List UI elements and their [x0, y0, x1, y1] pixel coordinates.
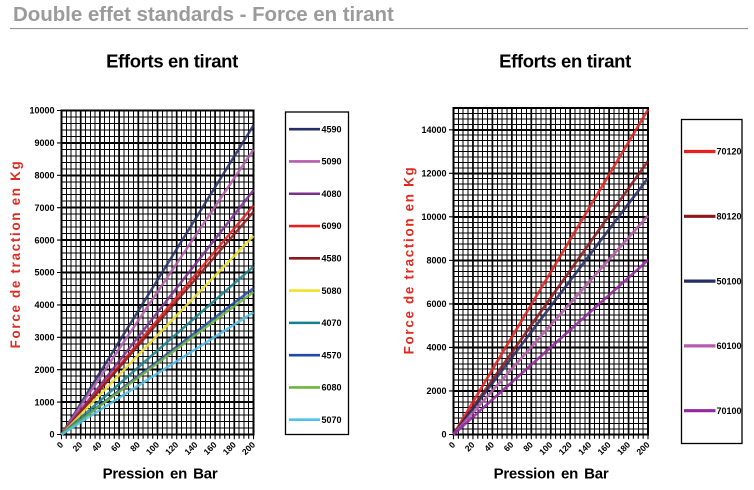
svg-text:20: 20	[70, 440, 84, 454]
svg-text:5080: 5080	[322, 286, 342, 296]
svg-text:120: 120	[163, 440, 180, 457]
svg-text:Efforts en tirant: Efforts en tirant	[106, 51, 238, 72]
svg-text:50100: 50100	[717, 276, 742, 286]
svg-text:160: 160	[596, 440, 613, 457]
svg-text:4000: 4000	[34, 300, 54, 310]
svg-text:80: 80	[128, 440, 142, 454]
svg-text:0: 0	[49, 430, 54, 440]
svg-text:0: 0	[447, 440, 458, 451]
svg-text:8000: 8000	[34, 171, 54, 181]
svg-text:6080: 6080	[322, 383, 342, 393]
svg-text:200: 200	[240, 440, 257, 457]
svg-text:10000: 10000	[421, 212, 446, 222]
svg-text:5070: 5070	[322, 415, 342, 425]
svg-text:2000: 2000	[34, 365, 54, 375]
svg-text:Force de traction en Kg: Force de traction en Kg	[402, 166, 417, 355]
svg-text:120: 120	[557, 440, 574, 457]
svg-text:8000: 8000	[426, 256, 446, 266]
svg-text:2000: 2000	[426, 386, 446, 396]
svg-text:3000: 3000	[34, 333, 54, 343]
svg-text:6000: 6000	[426, 299, 446, 309]
svg-text:80: 80	[521, 440, 535, 454]
svg-text:4590: 4590	[322, 124, 342, 134]
svg-text:60: 60	[502, 440, 516, 454]
svg-text:4580: 4580	[322, 254, 342, 264]
svg-text:14000: 14000	[421, 125, 446, 135]
svg-text:10000: 10000	[29, 106, 54, 116]
svg-text:Double effet standards - Force: Double effet standards - Force en tirant	[13, 3, 394, 26]
svg-text:140: 140	[576, 440, 593, 457]
svg-text:160: 160	[202, 440, 219, 457]
svg-text:40: 40	[482, 440, 496, 454]
svg-text:6090: 6090	[322, 221, 342, 231]
svg-text:180: 180	[221, 440, 238, 457]
svg-text:60: 60	[109, 440, 123, 454]
svg-text:20: 20	[463, 440, 477, 454]
svg-text:70120: 70120	[717, 147, 742, 157]
svg-text:6000: 6000	[34, 235, 54, 245]
svg-text:Pression en Bar: Pression en Bar	[494, 466, 609, 483]
svg-text:180: 180	[615, 440, 632, 457]
svg-text:12000: 12000	[421, 169, 446, 179]
svg-text:5090: 5090	[322, 157, 342, 167]
svg-text:4080: 4080	[322, 189, 342, 199]
svg-text:Efforts en tirant: Efforts en tirant	[499, 51, 631, 72]
svg-text:7000: 7000	[34, 203, 54, 213]
svg-text:1000: 1000	[34, 397, 54, 407]
svg-text:100: 100	[537, 440, 554, 457]
svg-text:60100: 60100	[717, 341, 742, 351]
svg-text:4000: 4000	[426, 343, 446, 353]
svg-text:100: 100	[144, 440, 161, 457]
svg-text:5000: 5000	[34, 268, 54, 278]
svg-text:0: 0	[441, 430, 446, 440]
svg-text:4070: 4070	[322, 318, 342, 328]
svg-text:200: 200	[634, 440, 651, 457]
svg-text:4570: 4570	[322, 350, 342, 360]
svg-text:80120: 80120	[717, 212, 742, 222]
svg-text:Force de traction en Kg: Force de traction en Kg	[8, 160, 23, 349]
svg-text:70100: 70100	[717, 406, 742, 416]
svg-text:0: 0	[55, 440, 66, 451]
svg-text:40: 40	[90, 440, 104, 454]
svg-text:9000: 9000	[34, 138, 54, 148]
svg-text:Pression en Bar: Pression en Bar	[103, 466, 218, 483]
svg-text:140: 140	[182, 440, 199, 457]
